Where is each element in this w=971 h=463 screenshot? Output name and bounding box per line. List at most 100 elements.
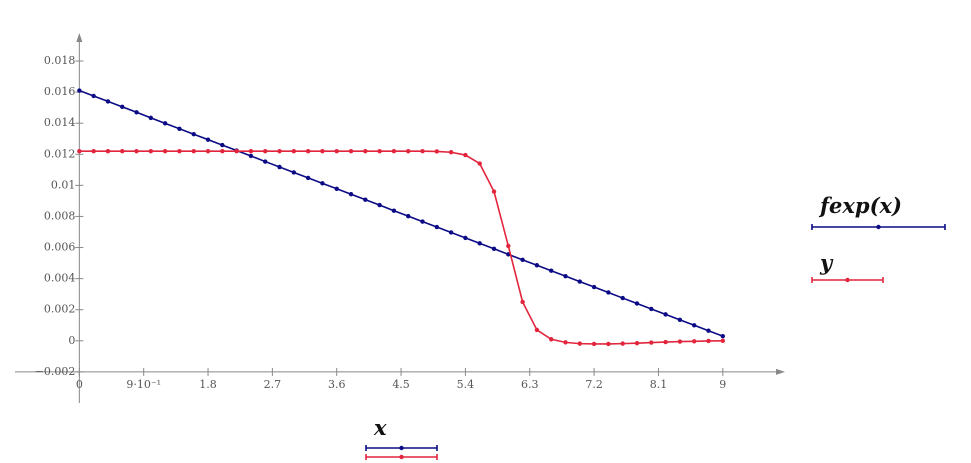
data-point	[434, 224, 440, 230]
data-point	[434, 149, 440, 154]
data-point	[291, 170, 297, 175]
data-point	[334, 186, 339, 191]
data-point	[706, 328, 711, 333]
data-point	[420, 148, 425, 154]
data-point	[277, 164, 282, 170]
y-tick-label: 0.01	[51, 178, 76, 191]
x-tick-label: 2.7	[264, 378, 282, 391]
data-point	[205, 148, 211, 154]
y-tick-label: 0.016	[44, 85, 76, 98]
data-point	[220, 148, 225, 154]
data-point	[591, 341, 597, 347]
data-point	[363, 148, 368, 154]
data-point	[463, 235, 468, 241]
data-point	[120, 104, 125, 110]
data-point	[234, 148, 239, 154]
series-line	[79, 150, 723, 345]
data-point	[420, 219, 425, 224]
data-point	[377, 202, 382, 208]
data-point	[577, 341, 583, 346]
legend-dot	[876, 224, 881, 230]
data-point	[348, 148, 354, 154]
data-point	[363, 197, 368, 202]
data-point	[520, 257, 525, 263]
data-point	[563, 340, 568, 345]
data-point	[620, 341, 625, 346]
data-point	[91, 148, 96, 154]
data-point	[448, 230, 454, 235]
x-tick-label: 4.5	[392, 378, 410, 391]
data-point	[205, 137, 211, 142]
y-tick-label: 0.012	[44, 147, 76, 160]
data-point	[649, 340, 654, 345]
data-point	[491, 246, 497, 251]
data-point	[391, 208, 397, 213]
x-tick-label: 7.2	[585, 378, 603, 391]
data-point	[477, 241, 482, 246]
data-point	[606, 290, 611, 295]
data-point	[577, 279, 583, 284]
data-point	[105, 148, 111, 154]
y-axis-arrow	[76, 33, 83, 42]
data-point	[91, 93, 96, 99]
data-point	[520, 299, 525, 305]
data-point	[291, 148, 297, 154]
data-point	[134, 148, 139, 154]
data-point	[463, 152, 468, 158]
data-point	[77, 88, 82, 93]
data-point	[549, 268, 554, 273]
series-line	[79, 89, 724, 337]
data-point	[534, 263, 540, 268]
data-point	[606, 341, 611, 347]
legend-label: fexp(x)	[818, 193, 902, 218]
data-point	[663, 339, 668, 345]
data-point	[220, 142, 225, 148]
x-tick-label: 1.8	[199, 378, 217, 391]
data-point	[692, 339, 697, 344]
x-tick-label: 9·10⁻¹	[126, 378, 161, 391]
data-point	[177, 148, 182, 154]
y-tick-label: 0.006	[44, 241, 76, 254]
data-point	[677, 339, 683, 344]
data-point	[191, 148, 196, 154]
data-point	[677, 317, 683, 323]
data-point	[377, 148, 382, 154]
data-point	[348, 192, 354, 197]
data-point	[320, 181, 325, 186]
data-point	[663, 312, 668, 317]
data-point	[491, 189, 497, 194]
data-point	[162, 148, 168, 154]
data-point	[134, 110, 139, 115]
data-point	[148, 115, 154, 121]
data-point	[406, 148, 411, 154]
data-point	[720, 333, 725, 339]
x-tick-label: 0	[76, 378, 83, 391]
data-point	[105, 99, 111, 104]
data-point	[620, 295, 625, 301]
data-point	[277, 148, 282, 154]
data-point	[720, 338, 725, 344]
legend-label: y	[819, 250, 834, 275]
x-tick-label: 8.1	[650, 378, 668, 391]
y-tick-label: 0.002	[44, 303, 76, 316]
data-point	[305, 148, 311, 154]
data-point	[634, 301, 640, 306]
data-point	[563, 273, 568, 279]
x-tick-label: 3.6	[328, 378, 346, 391]
data-point	[591, 284, 597, 290]
data-point	[305, 175, 311, 181]
y-tick-label: 0.004	[44, 272, 76, 285]
data-point	[706, 338, 711, 344]
data-point	[692, 323, 697, 328]
data-point	[248, 153, 254, 159]
x-tick-label: 5.4	[457, 378, 475, 391]
data-point	[406, 213, 411, 219]
y-tick-label: 0.014	[44, 116, 76, 129]
y-tick-label: −0.002	[35, 365, 76, 378]
data-point	[477, 161, 482, 166]
legend-dot	[399, 445, 404, 451]
data-point	[77, 148, 82, 154]
data-point	[248, 148, 254, 154]
data-point	[177, 126, 182, 131]
